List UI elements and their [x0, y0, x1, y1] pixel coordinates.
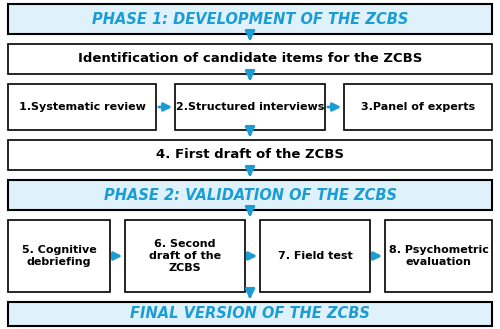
- Text: 2.Structured interviews: 2.Structured interviews: [176, 102, 324, 112]
- FancyBboxPatch shape: [344, 84, 492, 130]
- FancyBboxPatch shape: [8, 4, 492, 34]
- FancyBboxPatch shape: [175, 84, 325, 130]
- Text: PHASE 1: DEVELOPMENT OF THE ZCBS: PHASE 1: DEVELOPMENT OF THE ZCBS: [92, 12, 408, 27]
- FancyBboxPatch shape: [8, 140, 492, 170]
- Text: 8. Psychometric
evaluation: 8. Psychometric evaluation: [388, 245, 488, 267]
- Text: FINAL VERSION OF THE ZCBS: FINAL VERSION OF THE ZCBS: [130, 307, 370, 321]
- FancyBboxPatch shape: [385, 220, 492, 292]
- FancyBboxPatch shape: [8, 84, 156, 130]
- FancyBboxPatch shape: [125, 220, 245, 292]
- Text: 7. Field test: 7. Field test: [278, 251, 352, 261]
- FancyBboxPatch shape: [8, 220, 110, 292]
- Text: 1.Systematic review: 1.Systematic review: [18, 102, 146, 112]
- Text: 3.Panel of experts: 3.Panel of experts: [361, 102, 475, 112]
- Text: 6. Second
draft of the
ZCBS: 6. Second draft of the ZCBS: [149, 239, 221, 273]
- Text: Identification of candidate items for the ZCBS: Identification of candidate items for th…: [78, 53, 422, 65]
- FancyBboxPatch shape: [8, 44, 492, 74]
- Text: 4. First draft of the ZCBS: 4. First draft of the ZCBS: [156, 148, 344, 162]
- FancyBboxPatch shape: [8, 302, 492, 326]
- Text: 5. Cognitive
debriefing: 5. Cognitive debriefing: [22, 245, 97, 267]
- FancyBboxPatch shape: [260, 220, 370, 292]
- FancyBboxPatch shape: [8, 180, 492, 210]
- Text: PHASE 2: VALIDATION OF THE ZCBS: PHASE 2: VALIDATION OF THE ZCBS: [104, 188, 397, 203]
